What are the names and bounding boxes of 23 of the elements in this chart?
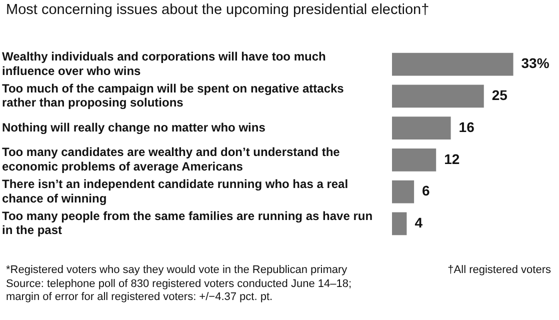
data-label: 4 <box>414 214 423 231</box>
text: margin of error for all registered voters: +/−4.37 pct. pt. <box>6 291 274 304</box>
bar <box>392 52 514 76</box>
y-tick-label: Too many people from the same families are running as have run in the past <box>2 208 373 238</box>
bar <box>392 180 414 204</box>
data-label: 12 <box>444 150 460 167</box>
text: Most concerning issues about the upcoming presidential election† <box>6 2 430 18</box>
y-tick-label: Too much of the campaign will be spent on negative attacks rather than proposing solutions <box>2 81 344 110</box>
y-tick-label: Too many candidates are wealthy and don’t understand the economic problems of average Americans <box>2 145 340 174</box>
text: †All registered voters <box>448 264 551 278</box>
data-label: 33% <box>521 55 550 72</box>
data-label: 16 <box>458 118 475 135</box>
bar <box>392 116 451 140</box>
bar <box>392 148 436 172</box>
y-tick-label: There isn’t an independent candidate running who has a real chance of winning <box>2 176 348 206</box>
source-note: Source: telephone poll of 830 registered voters conducted June 14–18; <box>6 278 353 291</box>
y-tick-label: Nothing will really change no matter who wins <box>2 120 266 134</box>
bar <box>392 212 407 236</box>
bar <box>392 84 484 108</box>
y-tick-label: Wealthy individuals and corporations will have too much influence over who wins <box>2 49 326 78</box>
text: *Registered voters who say they would vote in the Republican primary <box>6 264 348 278</box>
data-label: 6 <box>422 182 430 199</box>
data-label: 25 <box>492 87 508 104</box>
